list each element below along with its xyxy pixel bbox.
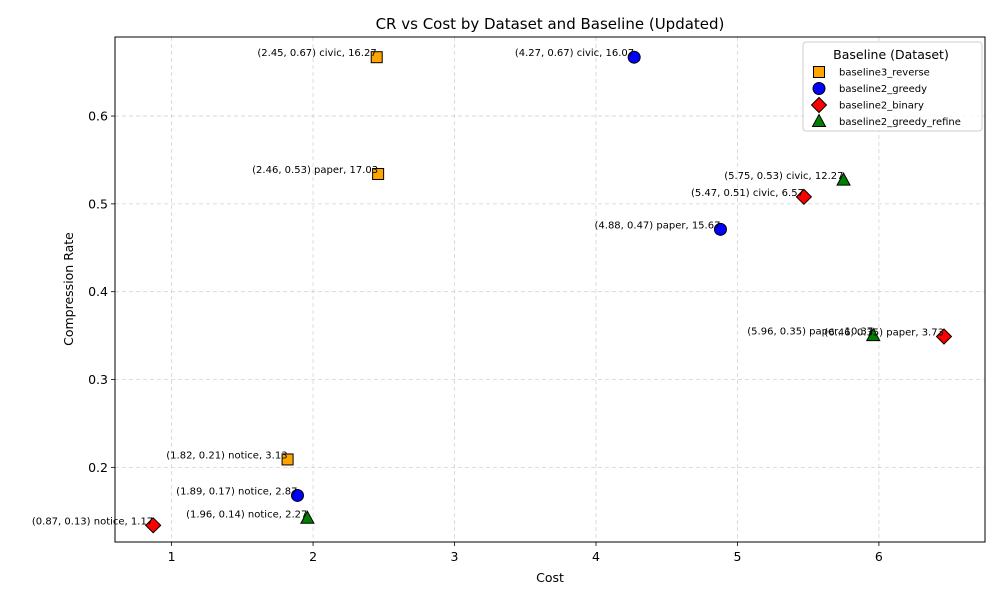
y-axis-label: Compression Rate — [61, 232, 76, 346]
legend-box — [802, 41, 983, 132]
x-axis-label: Cost — [536, 570, 564, 585]
x-tick-label: 3 — [451, 549, 459, 564]
chart-title: CR vs Cost by Dataset and Baseline (Upda… — [376, 15, 725, 33]
point-label: (1.96, 0.14) notice, 2.27 — [186, 509, 307, 520]
data-point-baseline3_reverse — [372, 168, 385, 181]
x-tick-label: 4 — [592, 549, 600, 564]
points-layer — [144, 50, 953, 534]
data-point-baseline2_greedy_refine — [836, 172, 851, 186]
legend-label: baseline3_reverse — [839, 68, 930, 79]
point-label: (5.47, 0.51) civic, 6.57 — [691, 188, 804, 199]
legend-marker-baseline2_greedy — [812, 82, 826, 95]
data-point-baseline2_greedy — [627, 50, 641, 64]
point-label: (5.75, 0.53) civic, 12.27 — [724, 171, 843, 182]
legend-label: baseline2_binary — [839, 101, 924, 112]
data-point-baseline3_reverse — [370, 51, 383, 64]
point-label: (1.82, 0.21) notice, 3.13 — [166, 450, 287, 461]
x-tick-label: 5 — [733, 549, 741, 564]
data-point-baseline2_binary — [795, 188, 813, 206]
y-tick-label: 0.3 — [88, 372, 108, 387]
y-tick-label: 0.5 — [88, 196, 108, 211]
legend-marker-baseline2_greedy_refine — [811, 113, 827, 127]
data-point-baseline2_greedy — [713, 222, 727, 236]
y-tick-label: 0.4 — [88, 284, 108, 299]
y-tick-label: 0.2 — [88, 460, 108, 475]
data-point-baseline2_greedy_refine — [865, 327, 881, 342]
legend-marker-baseline2_binary — [810, 96, 828, 114]
point-label: (0.87, 0.13) notice, 1.17 — [32, 516, 153, 527]
y-tick-label: 0.6 — [88, 109, 108, 124]
point-label: (2.46, 0.53) paper, 17.03 — [252, 165, 378, 176]
data-point-baseline2_binary — [935, 328, 953, 345]
legend-label: baseline2_greedy_refine — [839, 117, 961, 128]
x-tick-label: 2 — [309, 549, 317, 564]
x-tick-label: 1 — [168, 549, 176, 564]
legend-title: Baseline (Dataset) — [833, 47, 949, 62]
point-labels-layer: (2.45, 0.67) civic, 16.27 (2.46, 0.53) pa… — [32, 48, 944, 527]
legend: Baseline (Dataset) baseline3_reversebase… — [802, 41, 983, 132]
data-point-baseline2_greedy — [290, 488, 304, 502]
point-label: (4.27, 0.67) civic, 16.07 — [515, 48, 634, 59]
axes-layer: 1 2 3 4 5 6 0.2 0.3 0.4 0.5 0.6 — [88, 36, 986, 564]
x-tick-label: 6 — [875, 549, 883, 564]
plot-frame — [114, 36, 986, 543]
point-label: (2.45, 0.67) civic, 16.27 — [257, 48, 376, 59]
data-point-baseline2_binary — [144, 517, 162, 534]
point-label: (6.46, 0.35) paper, 3.73 — [824, 327, 944, 338]
data-point-baseline2_greedy_refine — [300, 510, 315, 524]
point-label: (5.96, 0.35) paper, 10.37 — [747, 327, 873, 338]
point-label: (1.89, 0.17) notice, 2.87 — [176, 486, 297, 497]
legend-marker-baseline3_reverse — [813, 66, 825, 78]
legend-label: baseline2_greedy — [839, 84, 927, 95]
point-label: (4.88, 0.47) paper, 15.67 — [595, 220, 721, 231]
data-point-baseline3_reverse — [281, 453, 294, 466]
